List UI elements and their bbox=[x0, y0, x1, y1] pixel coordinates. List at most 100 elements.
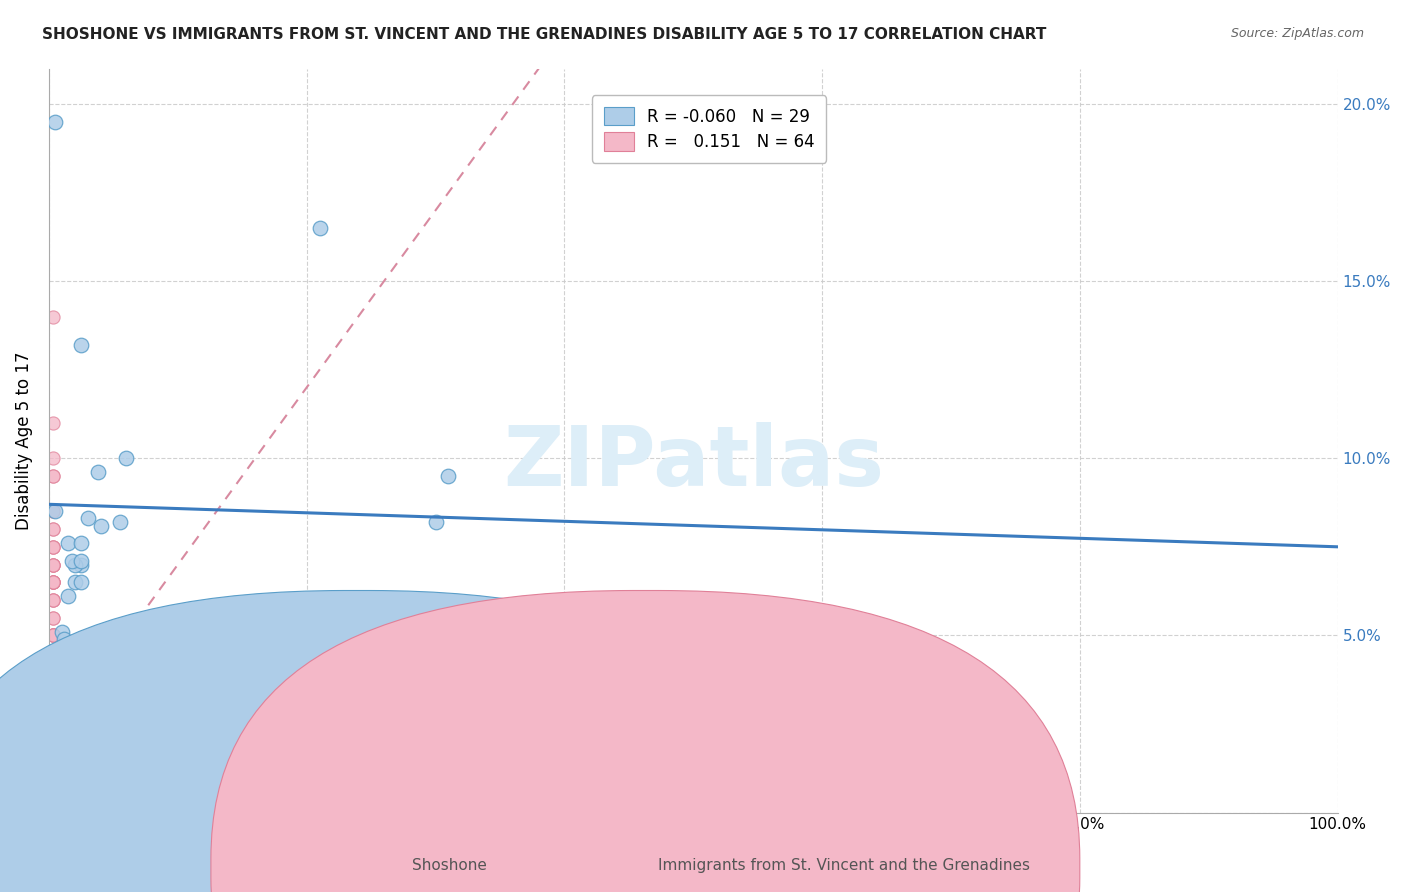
Point bbox=[42, 681, 65, 696]
Point bbox=[42, 540, 65, 554]
Point bbox=[42, 575, 65, 590]
Point bbox=[42, 717, 65, 731]
Point bbox=[42, 788, 65, 802]
Point bbox=[42, 593, 65, 607]
Point bbox=[42, 734, 65, 748]
Point bbox=[42, 664, 65, 678]
Point bbox=[42, 593, 65, 607]
Point bbox=[70, 554, 93, 568]
Point bbox=[42, 752, 65, 766]
Point bbox=[42, 699, 65, 714]
Point bbox=[42, 681, 65, 696]
Point bbox=[42, 469, 65, 483]
Point bbox=[42, 504, 65, 518]
Y-axis label: Disability Age 5 to 17: Disability Age 5 to 17 bbox=[15, 351, 32, 530]
Point bbox=[42, 770, 65, 784]
Legend: R = -0.060   N = 29, R =   0.151   N = 64: R = -0.060 N = 29, R = 0.151 N = 64 bbox=[592, 95, 827, 162]
Point bbox=[44, 114, 66, 128]
Point bbox=[63, 558, 86, 572]
Point bbox=[42, 610, 65, 624]
Text: SHOSHONE VS IMMIGRANTS FROM ST. VINCENT AND THE GRENADINES DISABILITY AGE 5 TO 1: SHOSHONE VS IMMIGRANTS FROM ST. VINCENT … bbox=[42, 27, 1046, 42]
Point bbox=[70, 575, 93, 590]
Point bbox=[89, 660, 111, 674]
Point bbox=[89, 518, 111, 533]
Point bbox=[42, 699, 65, 714]
Point bbox=[308, 221, 330, 235]
Point bbox=[42, 310, 65, 324]
Point bbox=[42, 416, 65, 430]
Point bbox=[42, 646, 65, 660]
Point bbox=[42, 770, 65, 784]
Point bbox=[42, 628, 65, 642]
Point bbox=[42, 504, 65, 518]
Point bbox=[42, 646, 65, 660]
Point bbox=[42, 717, 65, 731]
Point bbox=[42, 788, 65, 802]
Point bbox=[42, 628, 65, 642]
Point bbox=[53, 632, 76, 646]
Point bbox=[42, 664, 65, 678]
Text: Immigrants from St. Vincent and the Grenadines: Immigrants from St. Vincent and the Gren… bbox=[658, 858, 1029, 872]
Point bbox=[437, 469, 460, 483]
Point bbox=[70, 536, 93, 550]
Point bbox=[42, 540, 65, 554]
Point bbox=[849, 678, 872, 692]
Point bbox=[115, 451, 138, 466]
Point bbox=[63, 642, 86, 657]
Point bbox=[42, 664, 65, 678]
Point bbox=[42, 451, 65, 466]
Point bbox=[42, 593, 65, 607]
Point bbox=[953, 714, 976, 728]
Point bbox=[42, 699, 65, 714]
Point bbox=[87, 466, 110, 480]
Point bbox=[108, 515, 131, 529]
Point bbox=[42, 628, 65, 642]
Point bbox=[42, 734, 65, 748]
Point bbox=[42, 681, 65, 696]
Point bbox=[83, 678, 105, 692]
Point bbox=[42, 646, 65, 660]
Point bbox=[42, 522, 65, 536]
Point bbox=[42, 628, 65, 642]
Point bbox=[772, 748, 794, 763]
Text: ZIPatlas: ZIPatlas bbox=[503, 422, 884, 503]
Point bbox=[42, 664, 65, 678]
Point bbox=[63, 575, 86, 590]
Point bbox=[42, 699, 65, 714]
Point bbox=[42, 646, 65, 660]
Point bbox=[42, 558, 65, 572]
Point bbox=[70, 558, 93, 572]
Point bbox=[42, 558, 65, 572]
Point bbox=[42, 558, 65, 572]
Point bbox=[42, 522, 65, 536]
Point bbox=[42, 575, 65, 590]
Point bbox=[60, 554, 83, 568]
Point bbox=[44, 504, 66, 518]
Text: Source: ZipAtlas.com: Source: ZipAtlas.com bbox=[1230, 27, 1364, 40]
Point bbox=[42, 681, 65, 696]
Point bbox=[42, 610, 65, 624]
Point bbox=[76, 511, 98, 525]
Point bbox=[42, 469, 65, 483]
Point bbox=[42, 752, 65, 766]
Point bbox=[425, 515, 447, 529]
Point bbox=[42, 575, 65, 590]
Point bbox=[51, 624, 73, 639]
Point bbox=[42, 575, 65, 590]
Point bbox=[42, 770, 65, 784]
Point bbox=[42, 575, 65, 590]
Point bbox=[53, 714, 76, 728]
Point bbox=[42, 558, 65, 572]
Point bbox=[42, 734, 65, 748]
Point bbox=[42, 646, 65, 660]
Point bbox=[42, 788, 65, 802]
Point bbox=[70, 338, 93, 352]
Point bbox=[42, 628, 65, 642]
Point bbox=[42, 752, 65, 766]
Point bbox=[58, 536, 80, 550]
Point bbox=[58, 590, 80, 604]
Text: Shoshone: Shoshone bbox=[412, 858, 488, 872]
Point bbox=[42, 540, 65, 554]
Point bbox=[42, 681, 65, 696]
Point bbox=[42, 717, 65, 731]
